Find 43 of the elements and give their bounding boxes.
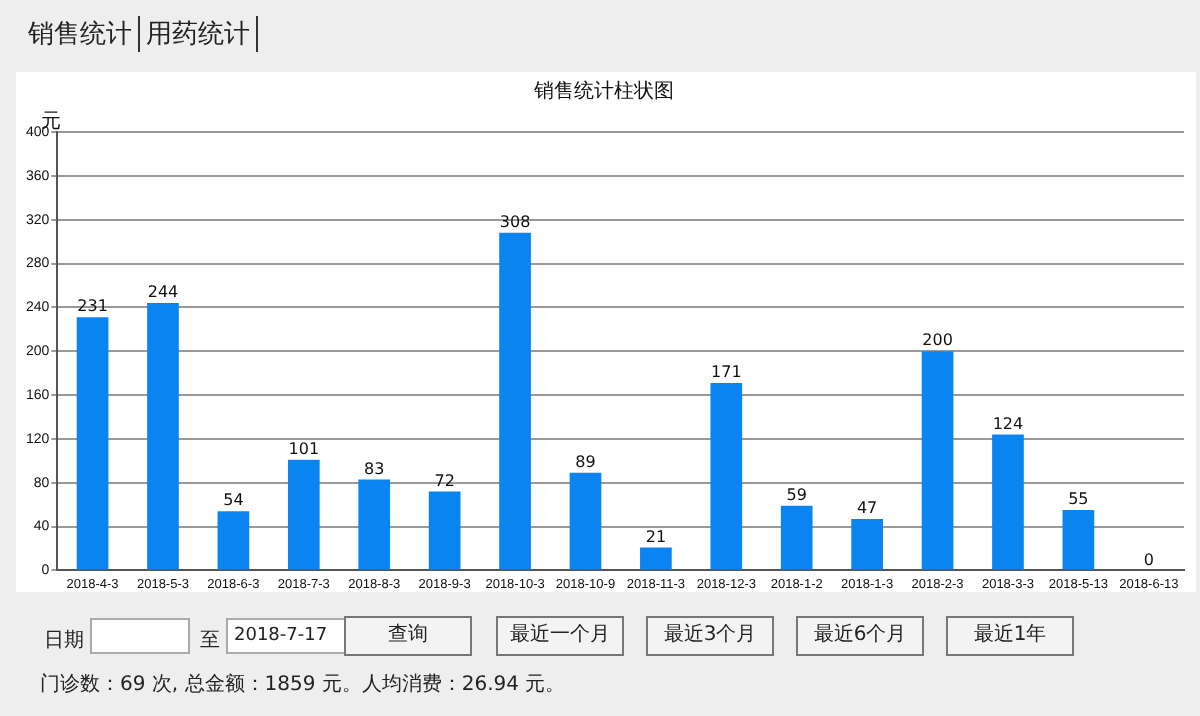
bar (851, 518, 883, 570)
data-label: 244 (147, 283, 179, 302)
data-label: 0 (1143, 550, 1154, 569)
bar (921, 351, 954, 570)
data-label: 54 (223, 491, 244, 510)
bar (569, 472, 602, 570)
bar (992, 434, 1024, 570)
bar (287, 459, 320, 570)
text: 销售统计 (28, 16, 140, 52)
data-label: 231 (77, 297, 108, 316)
data-label: 171 (711, 363, 742, 382)
text: 查询 (344, 616, 472, 656)
text: 最近一个月 (496, 616, 624, 656)
text: 最近6个月 (796, 616, 924, 656)
text: 至 (200, 628, 220, 654)
bar (780, 505, 813, 570)
bar (76, 317, 109, 570)
data-label: 308 (499, 212, 531, 231)
data-label: 72 (434, 471, 455, 490)
text: 门诊数：69 次, 总金额：1859 元。人均消费：26.94 元。 (40, 671, 566, 698)
bar (640, 547, 672, 570)
bar (710, 382, 743, 570)
text: 日期 (44, 627, 84, 654)
data-label: 124 (992, 414, 1024, 433)
chart-title: 销售统计柱状图 (532, 79, 674, 104)
data-label: 83 (364, 459, 385, 478)
text: 2018-7-17 (226, 618, 346, 654)
data-label: 47 (856, 499, 878, 518)
bar (499, 232, 531, 570)
bar (217, 511, 250, 570)
bar (1062, 510, 1095, 570)
data-label: 59 (786, 485, 807, 504)
data-label: 55 (1068, 490, 1089, 509)
data-label: 21 (645, 527, 667, 546)
text: 用药统计 (146, 16, 258, 52)
text: 最近3个月 (646, 616, 774, 656)
data-label: 89 (575, 453, 596, 472)
data-label: 200 (922, 331, 953, 350)
bar (147, 302, 179, 570)
text: 最近1年 (946, 616, 1074, 656)
bar (428, 491, 461, 570)
bar (358, 479, 391, 570)
data-label: 101 (288, 439, 320, 458)
